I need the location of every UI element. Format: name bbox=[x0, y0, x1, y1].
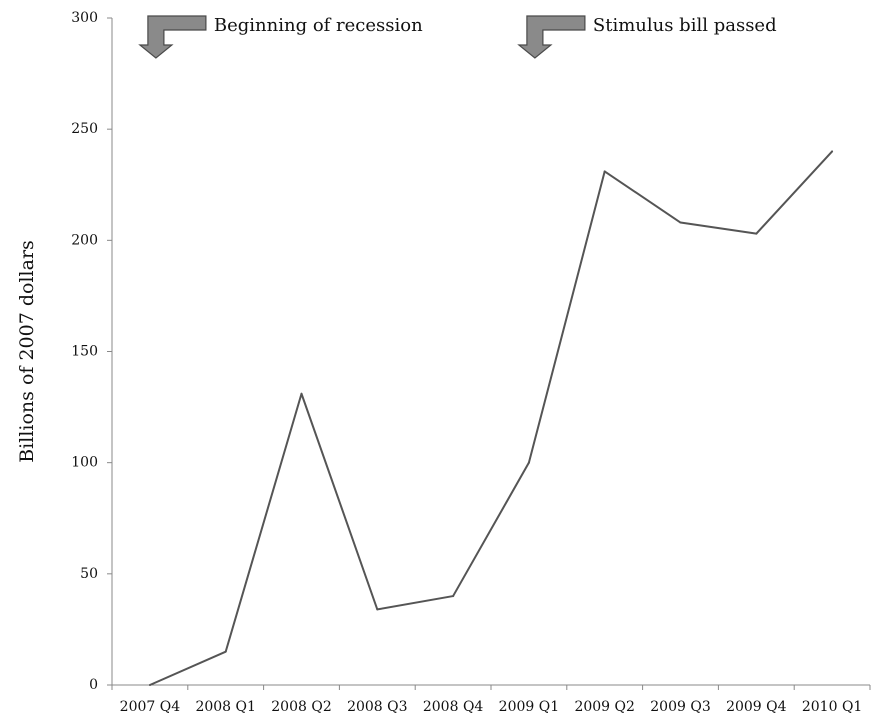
y-tick-label: 250 bbox=[71, 121, 98, 137]
x-tick-label: 2008 Q2 bbox=[271, 699, 331, 715]
annotation: Stimulus bill passed bbox=[517, 15, 777, 59]
x-tick-label: 2009 Q3 bbox=[650, 699, 710, 715]
series bbox=[148, 150, 834, 686]
x-tick-label: 2009 Q2 bbox=[574, 699, 634, 715]
data-point bbox=[452, 595, 455, 598]
data-point bbox=[527, 461, 530, 464]
x-tick-label: 2007 Q4 bbox=[120, 699, 181, 715]
data-point bbox=[224, 650, 227, 653]
y-tick-label: 50 bbox=[80, 566, 98, 582]
y-axis-title: Billions of 2007 dollars bbox=[16, 240, 38, 463]
y-ticks: 0 50 100 150 200 250 300 bbox=[71, 10, 112, 693]
x-tick-label: 2008 Q3 bbox=[347, 699, 407, 715]
annotation-label: Beginning of recession bbox=[214, 15, 423, 36]
x-tick-label: 2008 Q1 bbox=[195, 699, 255, 715]
y-tick-label: 300 bbox=[71, 10, 98, 26]
y-tick-label: 100 bbox=[71, 455, 98, 471]
x-ticks: 2007 Q4 2008 Q1 2008 Q2 2008 Q3 2008 Q4 2009 … bbox=[111, 685, 871, 715]
annotations: Beginning of recession Stimulus bill pass… bbox=[138, 15, 777, 59]
x-tick-label: 2009 Q1 bbox=[499, 699, 559, 715]
data-point bbox=[603, 170, 606, 173]
x-tick-label: 2008 Q4 bbox=[423, 699, 484, 715]
y-axis-title-group: Billions of 2007 dollars bbox=[16, 240, 38, 463]
annotation-label: Stimulus bill passed bbox=[593, 15, 777, 36]
data-point bbox=[376, 608, 379, 611]
annotation: Beginning of recession bbox=[138, 15, 423, 59]
data-point bbox=[755, 232, 758, 235]
down-arrow-icon bbox=[517, 15, 586, 59]
axes bbox=[111, 18, 870, 686]
series-line bbox=[149, 150, 833, 686]
down-arrow-icon bbox=[138, 15, 207, 59]
x-tick-label: 2009 Q4 bbox=[726, 699, 787, 715]
y-tick-label: 0 bbox=[89, 677, 98, 693]
y-tick-label: 200 bbox=[71, 232, 98, 248]
data-point bbox=[300, 392, 303, 395]
data-point bbox=[148, 684, 151, 686]
y-tick-label: 150 bbox=[71, 344, 98, 360]
data-point bbox=[831, 150, 834, 153]
data-point bbox=[679, 221, 682, 224]
x-tick-label: 2010 Q1 bbox=[802, 699, 862, 715]
